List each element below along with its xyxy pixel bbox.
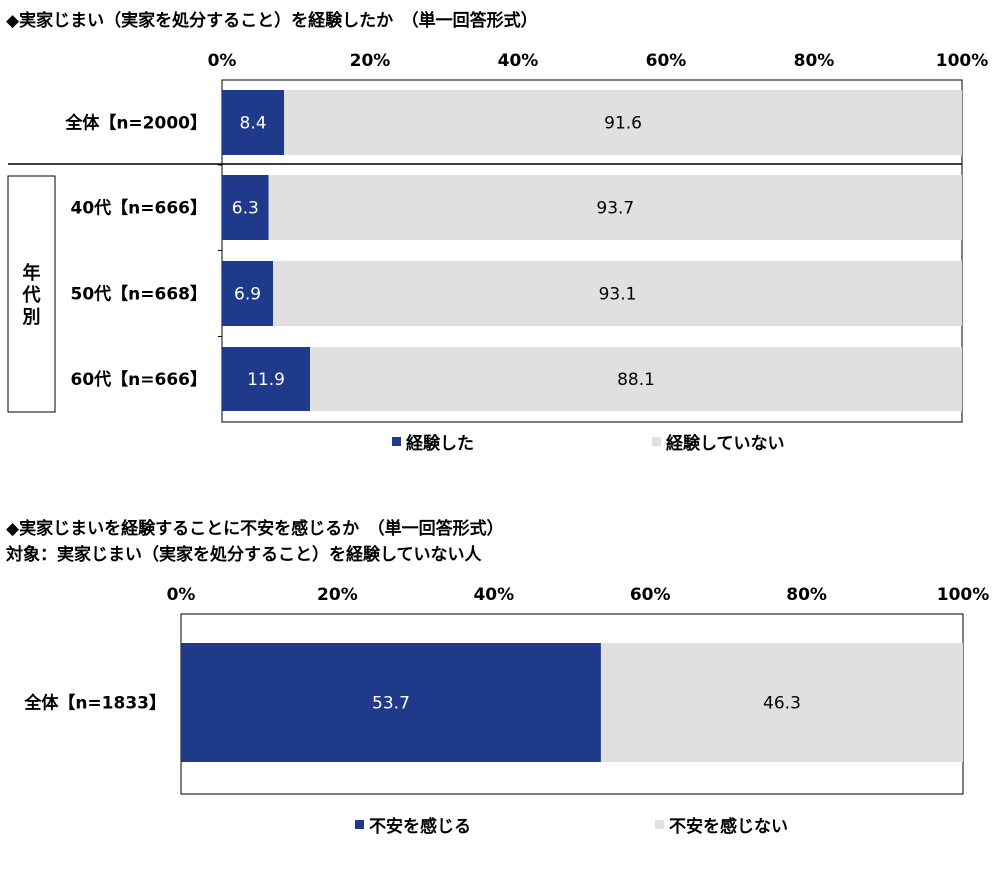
c2-x-tick-label: 40% — [473, 585, 514, 605]
c1-data-label: 8.4 — [240, 114, 267, 134]
c1-bar-primary — [222, 261, 274, 326]
c1-group-box — [7, 175, 56, 413]
c1-data-label: 11.9 — [247, 370, 285, 390]
c1-bar-secondary — [268, 175, 962, 240]
c2-data-label: 53.7 — [372, 694, 410, 714]
c2-legend-label: 不安を感じる — [369, 816, 471, 837]
c1-bar-primary — [222, 90, 285, 155]
c2-bar-primary — [181, 643, 601, 762]
c1-bar-secondary — [310, 347, 962, 411]
c1-legend-label: 経験していない — [666, 433, 785, 454]
c2-category-label: 全体【n=1833】 — [23, 693, 166, 714]
c2-x-tick-label: 20% — [317, 585, 358, 605]
c1-x-tick-label: 0% — [208, 51, 237, 71]
c1-data-label: 6.9 — [234, 285, 261, 305]
c2-x-tick-label: 80% — [786, 585, 827, 605]
c2-bar-secondary — [600, 643, 963, 762]
c1-data-label: 91.6 — [604, 114, 642, 134]
c1-x-tick-label: 60% — [646, 51, 687, 71]
c1-bar-secondary — [284, 90, 962, 155]
c1-x-tick-label: 20% — [350, 51, 391, 71]
c1-x-tick-label: 40% — [498, 51, 539, 71]
c1-bar-primary — [222, 347, 311, 411]
c2-x-tick-label: 60% — [630, 585, 671, 605]
c1-bar-primary — [222, 175, 269, 240]
c1-category-label: 50代【n=668】 — [71, 284, 208, 305]
c2-x-tick-label: 100% — [937, 585, 990, 605]
chart1-title: ◆実家じまい（実家を処分すること）を経験したか （単一回答形式） — [6, 11, 538, 31]
chart2-title: ◆実家じまいを経験することに不安を感じるか （単一回答形式） — [6, 519, 504, 539]
c1-x-tick-label: 100% — [936, 51, 989, 71]
c1-category-label: 全体【n=2000】 — [64, 113, 207, 134]
c1-category-label: 40代【n=666】 — [71, 198, 208, 219]
c1-x-tick-label: 80% — [794, 51, 835, 71]
c1-category-label: 60代【n=666】 — [71, 369, 208, 390]
c2-x-tick-label: 0% — [167, 585, 196, 605]
c1-group-label-char: 年 — [23, 262, 41, 284]
c1-data-label: 93.7 — [596, 199, 634, 219]
c1-legend-swatch — [652, 437, 661, 446]
c1-legend-swatch — [392, 437, 401, 446]
c2-legend-label: 不安を感じない — [669, 816, 788, 837]
c1-data-label: 93.1 — [599, 285, 637, 305]
c2-legend-swatch — [355, 820, 364, 829]
c2-legend-swatch — [655, 820, 664, 829]
c1-legend-label: 経験した — [406, 433, 474, 454]
chart2-subtitle: 対象：実家じまい（実家を処分すること）を経験していない人 — [6, 545, 482, 565]
c1-group-label-char: 代 — [22, 285, 41, 306]
c2-data-label: 46.3 — [763, 694, 801, 714]
c1-bar-secondary — [273, 261, 962, 326]
c1-data-label: 88.1 — [617, 370, 655, 390]
c1-group-label-char: 別 — [23, 307, 41, 328]
c1-data-label: 6.3 — [232, 199, 259, 219]
